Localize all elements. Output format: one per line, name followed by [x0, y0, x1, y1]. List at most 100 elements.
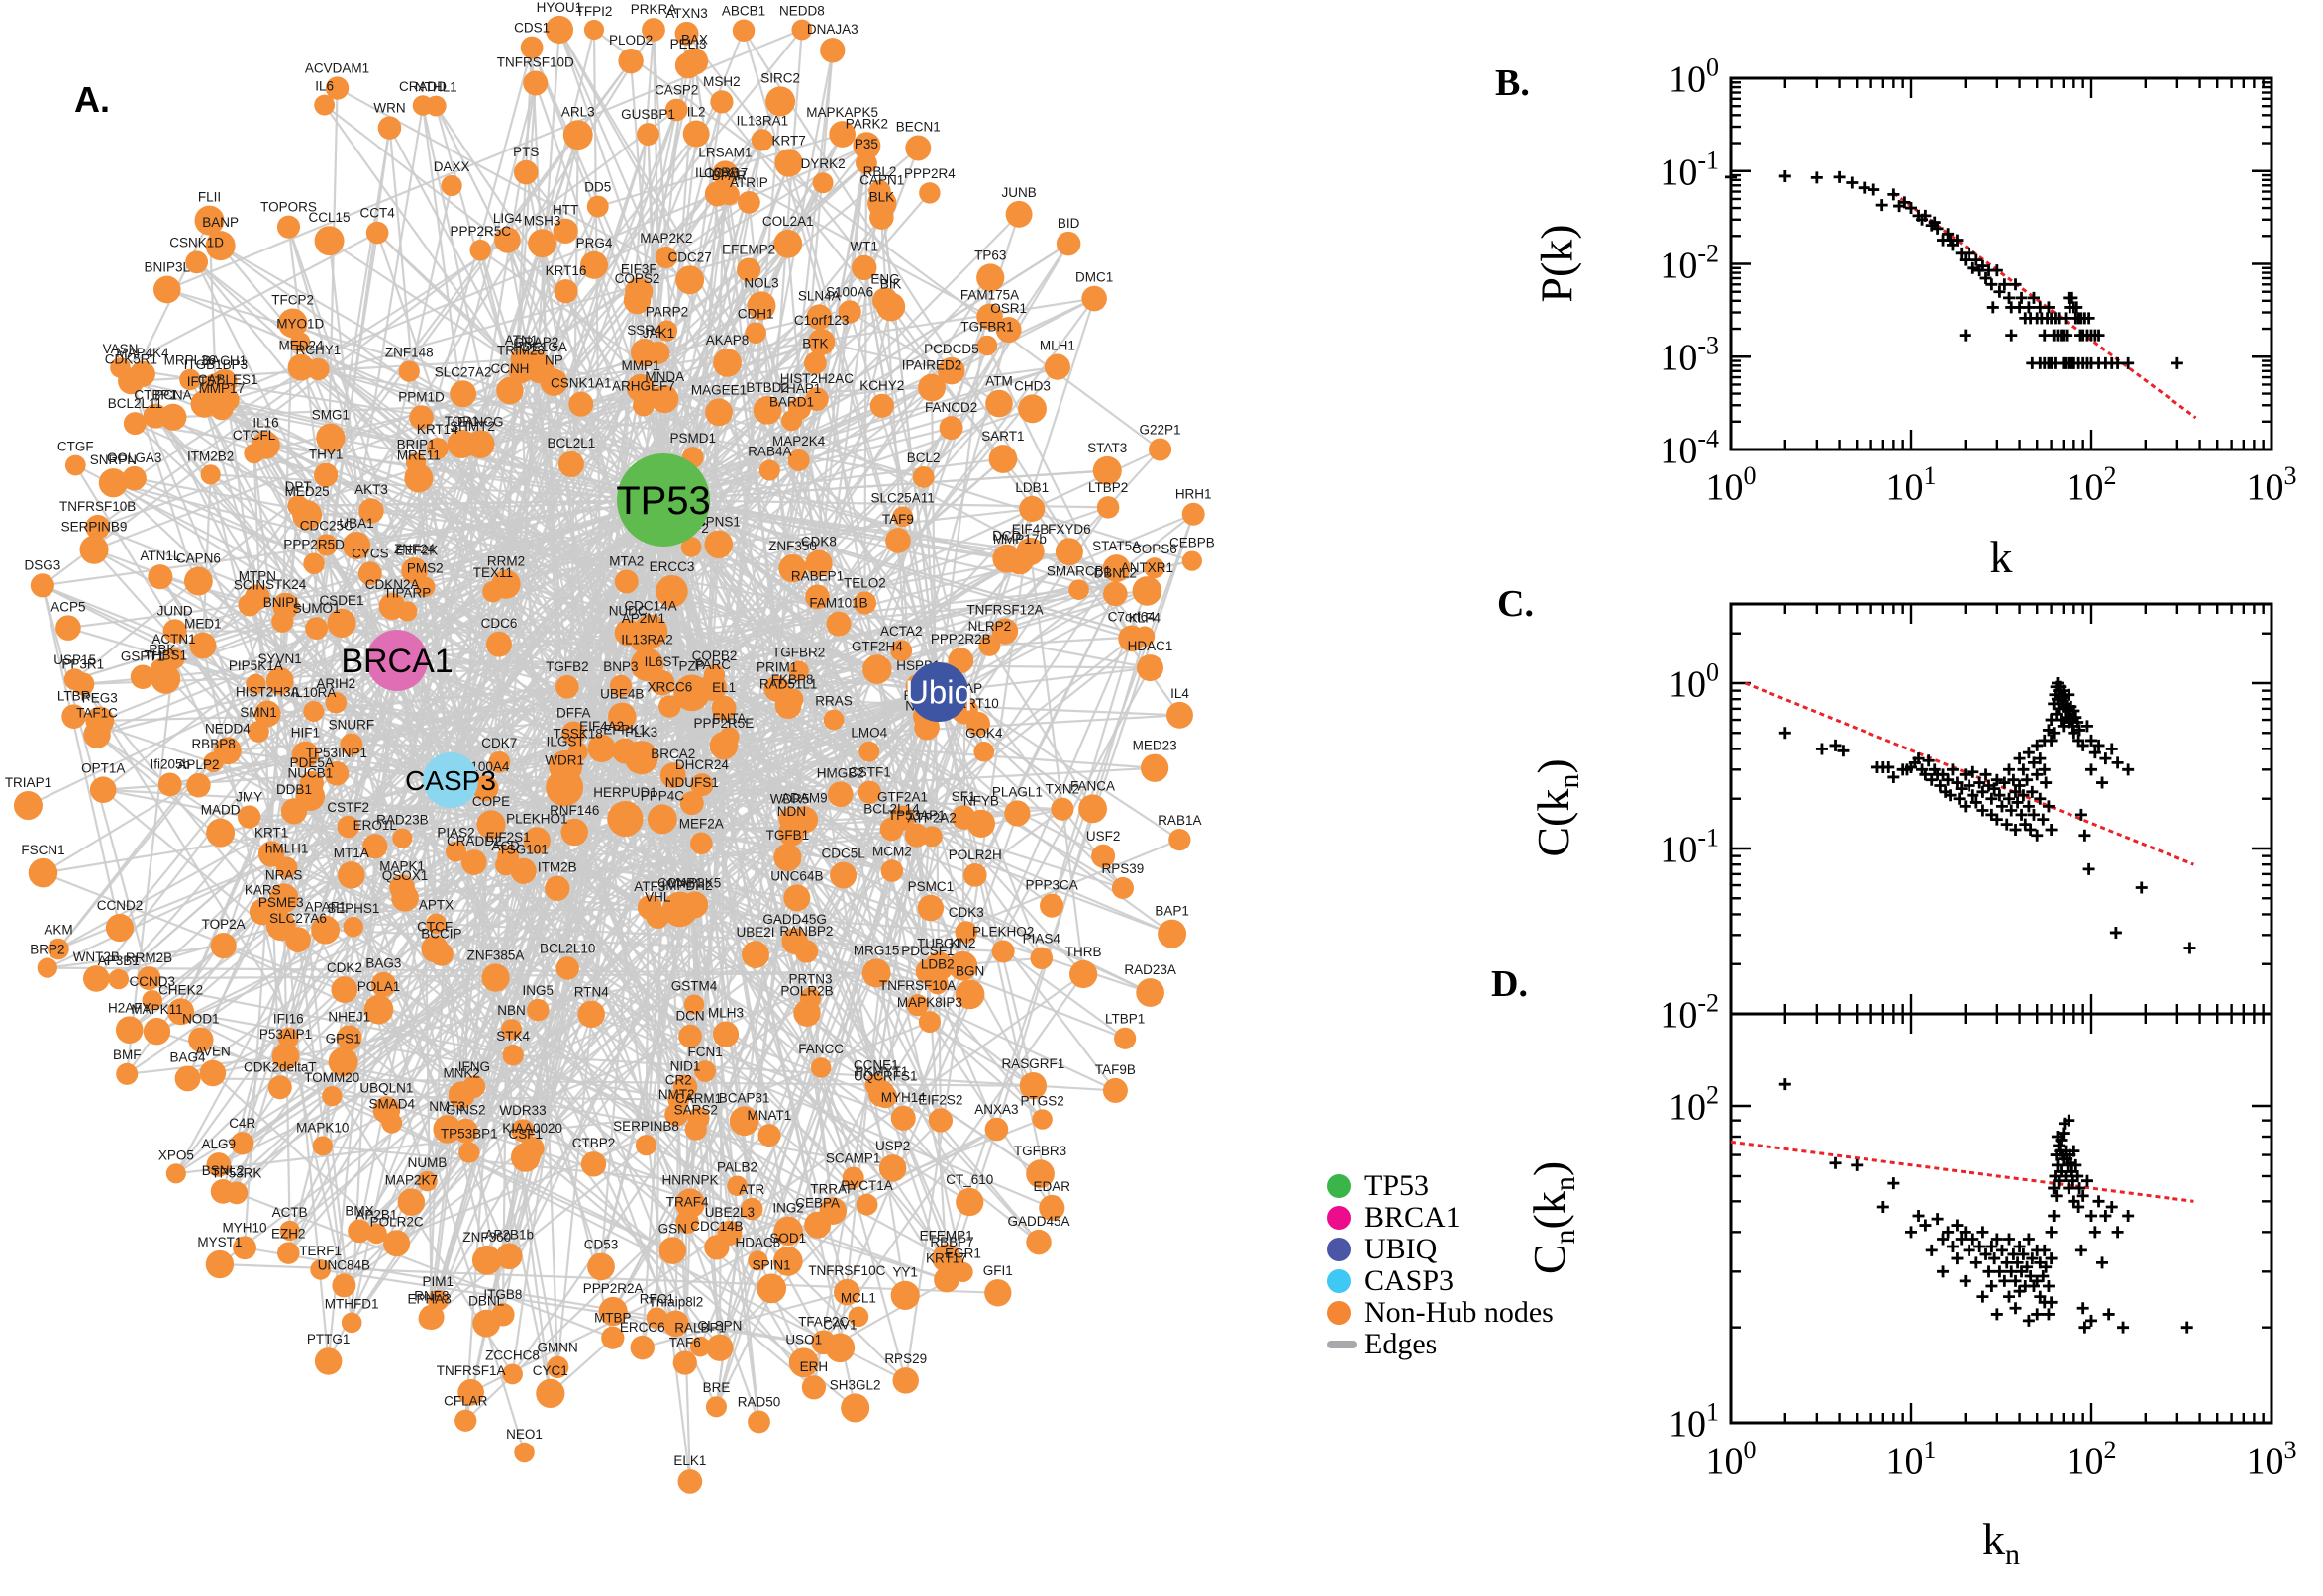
- network-node[interactable]: [791, 19, 813, 41]
- network-node[interactable]: [378, 592, 406, 620]
- network-node[interactable]: [48, 938, 69, 960]
- network-node[interactable]: [890, 640, 913, 662]
- network-node[interactable]: [806, 304, 833, 331]
- network-node[interactable]: [122, 465, 147, 491]
- network-node[interactable]: [79, 535, 109, 564]
- network-node[interactable]: [98, 468, 128, 498]
- network-node[interactable]: [357, 561, 382, 586]
- network-node[interactable]: [246, 673, 266, 694]
- network-node[interactable]: [664, 98, 688, 122]
- network-node[interactable]: [674, 21, 699, 46]
- network-node[interactable]: [1102, 581, 1128, 607]
- network-node[interactable]: [918, 373, 946, 402]
- network-node[interactable]: [674, 52, 702, 79]
- network-node[interactable]: [377, 116, 402, 140]
- network-node[interactable]: [672, 1074, 698, 1099]
- network-node[interactable]: [956, 1187, 984, 1217]
- network-node[interactable]: [774, 692, 802, 720]
- network-node[interactable]: [658, 1237, 687, 1264]
- network-node[interactable]: [1018, 394, 1047, 424]
- network-node[interactable]: [560, 818, 588, 847]
- network-node[interactable]: [287, 353, 315, 381]
- network-node[interactable]: [973, 741, 995, 762]
- network-node[interactable]: [618, 48, 644, 74]
- network-node[interactable]: [732, 19, 756, 43]
- network-node[interactable]: [1030, 947, 1054, 970]
- network-node[interactable]: [717, 1220, 743, 1246]
- network-node[interactable]: [433, 1115, 461, 1144]
- network-node[interactable]: [991, 618, 1019, 645]
- network-node[interactable]: [892, 1367, 919, 1394]
- network-node[interactable]: [858, 780, 881, 804]
- network-node[interactable]: [167, 998, 195, 1026]
- network-node[interactable]: [441, 174, 462, 197]
- network-node[interactable]: [587, 734, 616, 762]
- network-node[interactable]: [729, 1106, 759, 1137]
- network-node[interactable]: [545, 15, 574, 45]
- network-node[interactable]: [915, 959, 940, 984]
- network-node[interactable]: [838, 300, 861, 324]
- network-node[interactable]: [955, 979, 985, 1010]
- network-node[interactable]: [328, 1047, 358, 1077]
- network-node[interactable]: [712, 1021, 740, 1047]
- network-node[interactable]: [706, 1334, 734, 1361]
- network-node[interactable]: [719, 727, 740, 748]
- network-node[interactable]: [267, 1075, 292, 1100]
- network-node[interactable]: [748, 1410, 770, 1434]
- network-node[interactable]: [231, 1132, 254, 1155]
- network-node[interactable]: [820, 38, 846, 63]
- network-node[interactable]: [148, 564, 173, 590]
- network-node[interactable]: [1068, 579, 1089, 600]
- network-node[interactable]: [277, 308, 308, 339]
- network-node[interactable]: [157, 772, 182, 797]
- network-node[interactable]: [1181, 550, 1202, 571]
- network-node[interactable]: [1165, 701, 1193, 729]
- network-node[interactable]: [398, 360, 420, 382]
- network-node[interactable]: [211, 368, 238, 395]
- network-node[interactable]: [905, 135, 932, 161]
- network-node[interactable]: [788, 396, 812, 420]
- network-node[interactable]: [458, 1142, 480, 1163]
- network-node[interactable]: [679, 791, 704, 816]
- network-node[interactable]: [751, 129, 774, 151]
- network-node[interactable]: [642, 18, 665, 42]
- network-node[interactable]: [496, 376, 524, 405]
- network-node[interactable]: [331, 976, 358, 1004]
- network-node[interactable]: [1136, 654, 1163, 682]
- network-node[interactable]: [727, 1175, 748, 1197]
- network-node[interactable]: [1005, 200, 1033, 228]
- network-node[interactable]: [867, 188, 897, 219]
- network-node[interactable]: [55, 615, 81, 641]
- network-node[interactable]: [683, 994, 705, 1015]
- network-node[interactable]: [152, 275, 181, 304]
- network-node[interactable]: [265, 911, 296, 942]
- network-node[interactable]: [580, 250, 609, 279]
- network-node[interactable]: [562, 120, 593, 150]
- hub-node-brca1[interactable]: [366, 630, 428, 691]
- network-node[interactable]: [189, 632, 217, 659]
- network-node[interactable]: [421, 935, 449, 963]
- network-node[interactable]: [325, 76, 350, 100]
- network-node[interactable]: [1136, 978, 1164, 1007]
- network-node[interactable]: [758, 1124, 781, 1147]
- network-node[interactable]: [682, 120, 710, 148]
- network-node[interactable]: [917, 894, 945, 922]
- network-node[interactable]: [183, 566, 213, 596]
- network-node[interactable]: [481, 963, 510, 992]
- network-node[interactable]: [179, 368, 201, 391]
- network-node[interactable]: [303, 552, 325, 575]
- network-node[interactable]: [174, 1065, 201, 1092]
- network-node[interactable]: [83, 965, 110, 992]
- network-node[interactable]: [962, 863, 987, 887]
- network-node[interactable]: [694, 1060, 717, 1082]
- network-node[interactable]: [737, 257, 761, 282]
- network-node[interactable]: [130, 664, 155, 689]
- network-node[interactable]: [1149, 438, 1172, 461]
- network-node[interactable]: [646, 1307, 668, 1329]
- network-node[interactable]: [672, 1350, 697, 1375]
- network-node[interactable]: [365, 1223, 387, 1245]
- network-node[interactable]: [928, 1108, 954, 1133]
- network-node[interactable]: [83, 721, 111, 748]
- network-node[interactable]: [635, 1135, 657, 1156]
- network-node[interactable]: [745, 322, 766, 344]
